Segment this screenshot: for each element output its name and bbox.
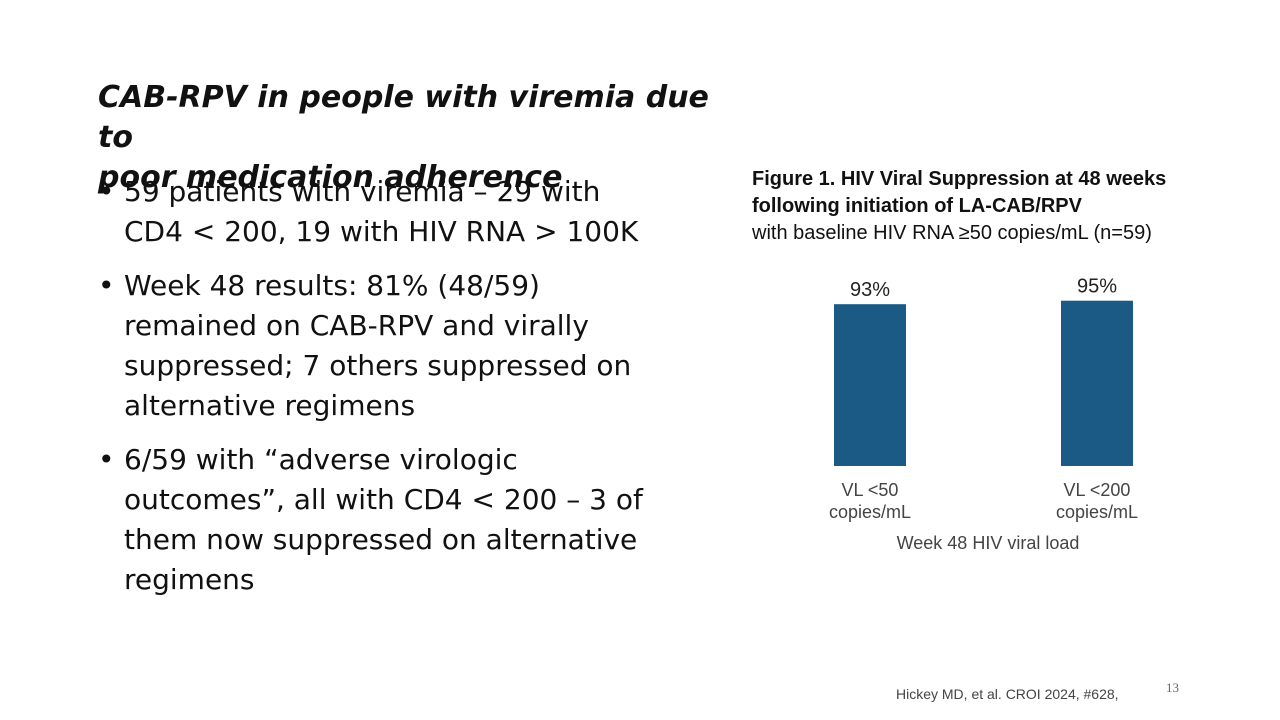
data-label: 95% [1077, 276, 1117, 298]
bullet-item: 59 patients with viremia – 29 with CD4 <… [98, 172, 718, 252]
figure-title: Figure 1. HIV Viral Suppression at 48 we… [752, 166, 1252, 247]
bullet-line: outcomes”, all with CD4 < 200 – 3 of [124, 483, 643, 516]
bullet-line: 59 patients with viremia – 29 with [124, 175, 601, 208]
citation: Hickey MD, et al. CROI 2024, #628, [896, 686, 1119, 702]
bullet-line: regimens [124, 563, 255, 596]
page-number: 13 [1166, 680, 1179, 695]
bullet-list: 59 patients with viremia – 29 with CD4 <… [98, 172, 718, 614]
bullet-line: Week 48 results: 81% (48/59) [124, 269, 540, 302]
x-axis-label: Week 48 HIV viral load [897, 533, 1080, 553]
category-label: VL <200 [1064, 480, 1131, 500]
bullet-line: them now suppressed on alternative [124, 523, 638, 556]
bar [834, 304, 906, 466]
slide-title-line: CAB-RPV in people with viremia due to [98, 80, 709, 155]
bullet-line: 6/59 with “adverse virologic [124, 443, 518, 476]
category-label: copies/mL [1056, 502, 1138, 522]
figure-title-line: Figure 1. HIV Viral Suppression at 48 we… [752, 168, 1167, 190]
data-label: 93% [850, 279, 890, 301]
bullet-line: CD4 < 200, 19 with HIV RNA > 100K [124, 215, 639, 248]
bullet-item: 6/59 with “adverse virologic outcomes”, … [98, 440, 718, 600]
bullet-item: Week 48 results: 81% (48/59) remained on… [98, 266, 718, 426]
figure-subtitle: with baseline HIV RNA ≥50 copies/mL (n=5… [752, 222, 1152, 244]
category-label: VL <50 [842, 480, 899, 500]
bullet-line: suppressed; 7 others suppressed on [124, 349, 632, 382]
bar [1061, 300, 1133, 466]
category-label: copies/mL [829, 502, 911, 522]
bullet-line: remained on CAB-RPV and virally [124, 309, 589, 342]
bullet-line: alternative regimens [124, 389, 416, 422]
figure-title-line: following initiation of LA-CAB/RPV [752, 195, 1082, 217]
